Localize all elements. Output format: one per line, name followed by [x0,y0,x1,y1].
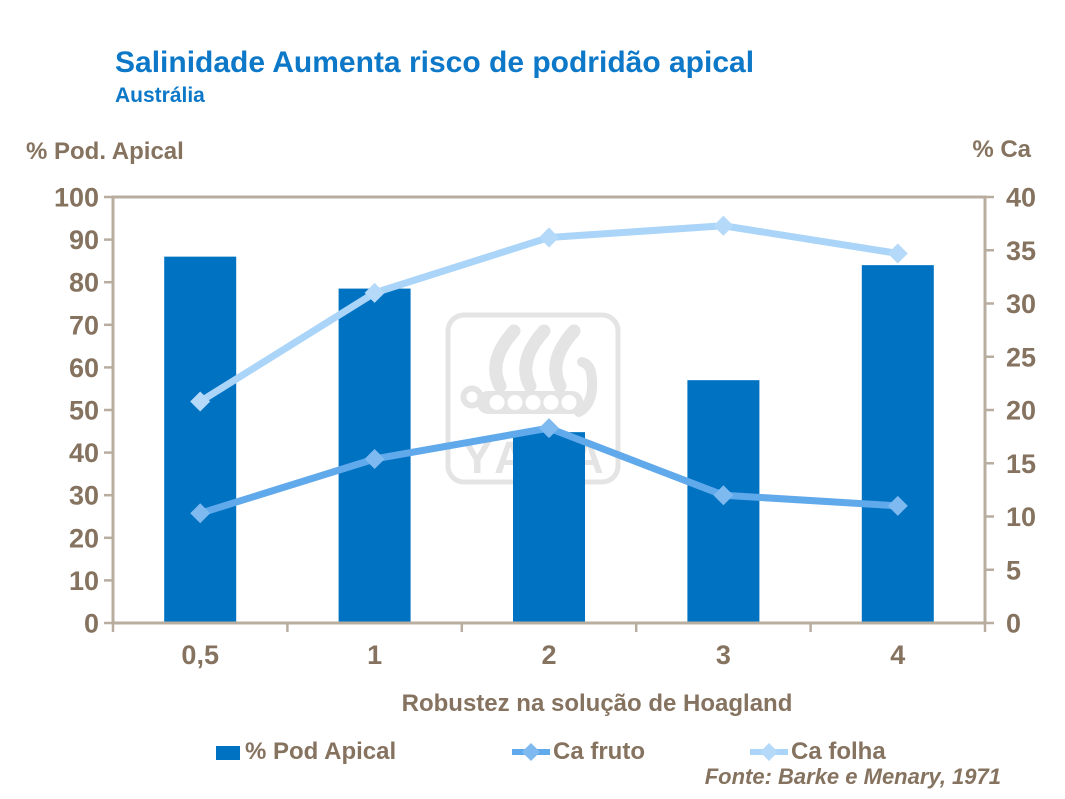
bar [164,256,237,623]
axes-group: 0 10 20 30 40 50 60 70 80 90 100 0 5 10 15 20 25 30 35 40 0,… [54,183,1036,671]
diamond-marker [364,282,385,303]
diamond-marker [713,485,734,506]
bar-swatch-icon [214,743,242,761]
legend-label: Ca fruto [553,738,645,765]
y-tick-label-left: 40 [69,438,99,468]
y-tick-label-right: 20 [1006,396,1036,426]
y-tick-label-right: 5 [1006,555,1021,585]
y-tick-label-right: 25 [1006,342,1036,372]
ship-sail-icon [549,324,581,393]
y-tick-label-left: 100 [54,183,99,213]
legend-item-pod-apical: % Pod Apical [214,738,396,766]
bar [861,265,934,623]
x-tick-label: 4 [890,640,905,670]
page-title: Salinidade Aumenta risco de podridão api… [115,46,755,79]
y-tick-label-right: 15 [1006,449,1036,479]
line-series-ca-folha [190,215,908,412]
legend-label: Ca folha [791,738,886,765]
y-tick-label-left: 50 [69,396,99,426]
y-tick-label-right: 35 [1006,236,1036,266]
x-tick-label: 2 [541,640,556,670]
y-tick-label-left: 60 [69,353,99,383]
shield-icon [507,395,523,410]
shield-icon [561,395,577,410]
diamond-marker [190,503,211,524]
line-diamond-icon [750,742,788,762]
y-tick-label-left: 80 [69,268,99,298]
right-axis-title: % Ca [972,136,1031,163]
x-axis-title: Robustez na solução de Hoagland [401,690,793,717]
left-axis-title: % Pod. Apical [26,138,184,165]
legend-item-ca-fruto: Ca fruto [512,738,645,766]
diamond-marker [713,215,734,236]
line-diamond-icon [512,742,550,762]
x-tick-label: 0,5 [181,640,219,670]
y-tick-label-right: 40 [1006,183,1036,213]
ship-stern-curl-icon [460,385,484,409]
diamond-marker [539,227,559,248]
y-tick-label-left: 90 [69,225,99,255]
y-tick-label-left: 30 [69,481,99,511]
diamond-marker [190,391,211,412]
diamond-marker [364,448,385,469]
legend-item-ca-folha: Ca folha [750,738,886,766]
y-tick-label-right: 0 [1006,609,1021,639]
line-series-ca-fruto [190,418,908,524]
diamond-marker [887,243,908,264]
ship-sail-icon [519,324,551,393]
x-tick-label: 1 [367,640,382,670]
bar [513,432,585,623]
x-tick-label: 3 [716,640,731,670]
bars-group [164,256,934,623]
source-note: Fonte: Barke e Menary, 1971 [704,764,1001,789]
y-tick-label-right: 30 [1006,289,1036,319]
ship-prow-icon [574,357,598,417]
y-tick-label-left: 70 [69,310,99,340]
y-tick-label-left: 10 [69,566,99,596]
page-subtitle: Austrália [115,84,205,107]
shield-icon [489,395,505,410]
diamond-marker [887,495,908,516]
y-tick-label-left: 20 [69,523,99,553]
shield-icon [543,395,559,410]
y-tick-label-right: 10 [1006,502,1036,532]
y-tick-label-left: 0 [84,609,99,639]
ship-sail-icon [489,324,521,393]
shield-icon [525,395,541,410]
legend-label: % Pod Apical [245,738,397,765]
diamond-marker [539,418,559,439]
